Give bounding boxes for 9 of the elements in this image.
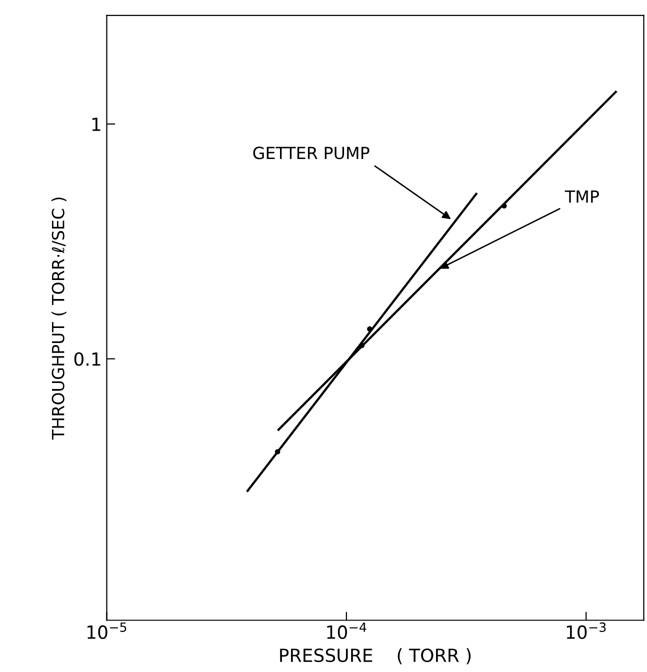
y-tick-label: 1: [92, 118, 100, 131]
y-tick-label: 0.1: [74, 352, 100, 366]
x-tick-label: 10$^{−4}$: [327, 622, 366, 639]
x-tick-label: 10$^{−5}$: [88, 622, 126, 639]
annotation: GETTER PUMP: [253, 146, 370, 160]
annotation: TMP: [564, 190, 599, 203]
y-axis-title: THROUGHPUT ( TORR·ℓ/SEC ): [52, 198, 66, 440]
x-axis-title: PRESSURE ( TORR ): [280, 648, 471, 664]
x-tick-label: 10$^{−3}$: [566, 622, 606, 639]
